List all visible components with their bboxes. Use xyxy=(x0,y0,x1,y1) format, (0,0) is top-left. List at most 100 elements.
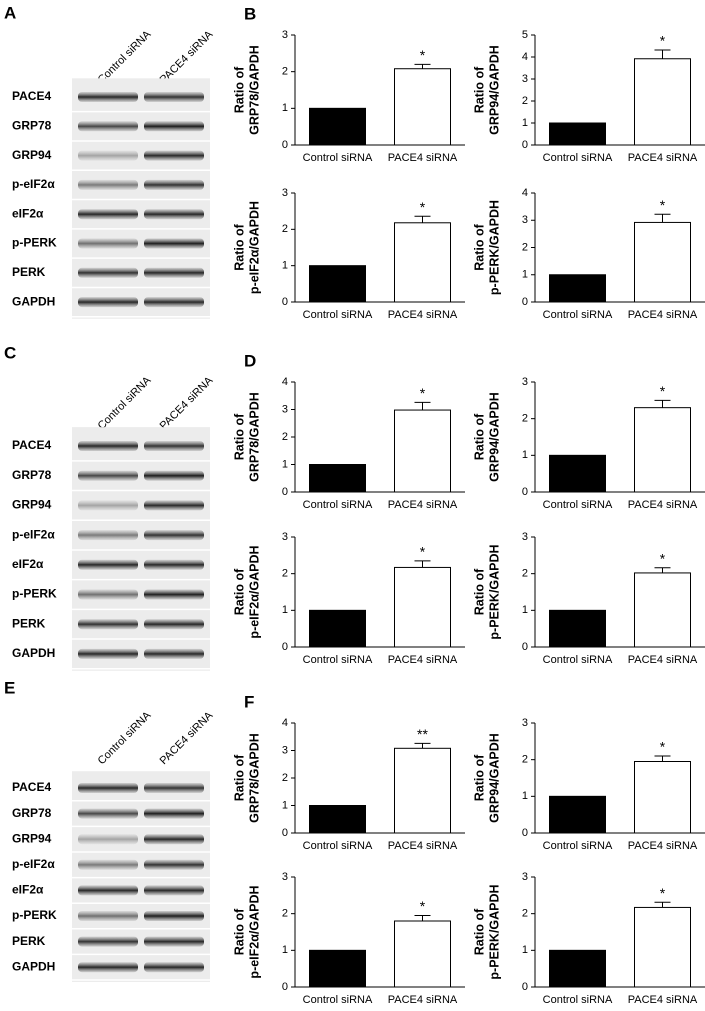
blot-band xyxy=(144,121,204,132)
blot-background xyxy=(72,771,210,982)
error-bar xyxy=(654,49,671,59)
x-tick-label: PACE4 siRNA xyxy=(628,840,698,852)
blot-band xyxy=(78,238,138,249)
blot-band xyxy=(78,500,138,511)
significance: * xyxy=(660,739,666,755)
y-axis-label: p-eIF2α/GAPDH xyxy=(247,885,261,978)
x-tick-label: Control siRNA xyxy=(543,654,613,666)
blot-band xyxy=(78,834,138,845)
blot-band xyxy=(144,530,204,541)
panel-letter: D xyxy=(244,351,256,370)
blot-band xyxy=(78,859,138,870)
blot-band xyxy=(78,648,138,659)
y-tick-label: 3 xyxy=(282,403,288,415)
y-tick-label: 2 xyxy=(522,908,528,920)
bar xyxy=(394,409,451,493)
blot-band xyxy=(78,150,138,161)
blot-band xyxy=(144,911,204,921)
error-bar xyxy=(414,215,431,223)
blot-band xyxy=(78,885,138,896)
y-axis-label: Ratio of xyxy=(472,413,486,460)
blot-band xyxy=(144,209,204,220)
x-tick-label: Control siRNA xyxy=(543,994,613,1006)
bar xyxy=(394,68,451,146)
y-axis-label: p-PERK/GAPDH xyxy=(487,544,501,639)
significance: * xyxy=(660,33,666,49)
error-bar xyxy=(654,567,671,573)
blot-row-label: PERK xyxy=(12,934,46,948)
x-tick-label: PACE4 siRNA xyxy=(628,152,698,164)
blot-band xyxy=(144,238,204,249)
y-tick-label: 0 xyxy=(522,827,528,839)
blot-row-label: p-eIF2α xyxy=(12,177,55,191)
blot-row-label: p-PERK xyxy=(12,587,57,601)
y-tick-label: 3 xyxy=(522,871,528,883)
y-axis-label: GRP94/GAPDH xyxy=(487,733,501,823)
bar xyxy=(394,920,451,988)
bar xyxy=(309,949,366,988)
blot-band xyxy=(144,936,204,947)
bar xyxy=(394,566,451,648)
blot-band xyxy=(78,297,138,308)
y-tick-label: 2 xyxy=(282,223,288,235)
significance: * xyxy=(420,898,426,914)
bar xyxy=(549,122,606,146)
y-axis-label: Ratio of xyxy=(472,66,486,113)
x-tick-label: PACE4 siRNA xyxy=(388,994,458,1006)
significance: * xyxy=(420,47,426,63)
blot-band xyxy=(78,209,138,220)
blot-row-label: p-eIF2α xyxy=(12,857,55,871)
x-tick-label: PACE4 siRNA xyxy=(388,499,458,511)
blot-band xyxy=(78,179,138,190)
y-tick-label: 0 xyxy=(522,486,528,498)
blot-row-label: p-eIF2α xyxy=(12,527,55,541)
blot-band xyxy=(144,179,204,190)
blot-row-label: GAPDH xyxy=(12,959,55,973)
y-axis-label: Ratio of xyxy=(232,66,246,113)
y-tick-label: 1 xyxy=(522,604,528,616)
x-tick-label: Control siRNA xyxy=(303,152,373,164)
blot-row-label: PERK xyxy=(12,616,46,630)
blot-row-label: GAPDH xyxy=(12,294,55,308)
x-tick-label: Control siRNA xyxy=(543,499,613,511)
blot-row-label: p-PERK xyxy=(12,236,57,250)
blot-band xyxy=(144,589,204,600)
blot-band xyxy=(144,834,204,845)
blot-row-label: PERK xyxy=(12,265,46,279)
y-tick-label: 0 xyxy=(522,296,528,308)
blot-band xyxy=(78,808,138,819)
blot-row-label: eIF2α xyxy=(12,206,44,220)
y-tick-label: 2 xyxy=(522,754,528,766)
lane-label: Control siRNA xyxy=(96,28,154,86)
y-axis-label: GRP94/GAPDH xyxy=(487,45,501,135)
error-bar xyxy=(654,213,671,223)
error-bar xyxy=(654,399,671,408)
blot-band xyxy=(144,500,204,511)
blot-band xyxy=(78,470,138,481)
significance: * xyxy=(660,885,666,901)
y-tick-label: 0 xyxy=(282,139,288,151)
bar xyxy=(634,407,691,493)
blot-band xyxy=(144,92,204,102)
significance: * xyxy=(420,199,426,215)
blot-band xyxy=(78,911,138,921)
bar xyxy=(549,454,606,493)
x-tick-label: Control siRNA xyxy=(303,309,373,321)
y-tick-label: 1 xyxy=(282,260,288,272)
y-axis-label: p-eIF2α/GAPDH xyxy=(247,201,261,294)
blot-row-label: GRP78 xyxy=(12,118,52,132)
significance: ** xyxy=(417,726,428,742)
y-tick-label: 3 xyxy=(282,531,288,543)
y-tick-label: 1 xyxy=(282,944,288,956)
significance: * xyxy=(660,551,666,567)
blot-band xyxy=(144,885,204,896)
x-tick-label: PACE4 siRNA xyxy=(388,152,458,164)
y-tick-label: 0 xyxy=(282,981,288,993)
y-tick-label: 1 xyxy=(282,458,288,470)
y-tick-label: 1 xyxy=(522,944,528,956)
y-axis-label: Ratio of xyxy=(472,568,486,615)
x-tick-label: Control siRNA xyxy=(543,840,613,852)
bar xyxy=(634,221,691,303)
bar xyxy=(309,609,366,648)
